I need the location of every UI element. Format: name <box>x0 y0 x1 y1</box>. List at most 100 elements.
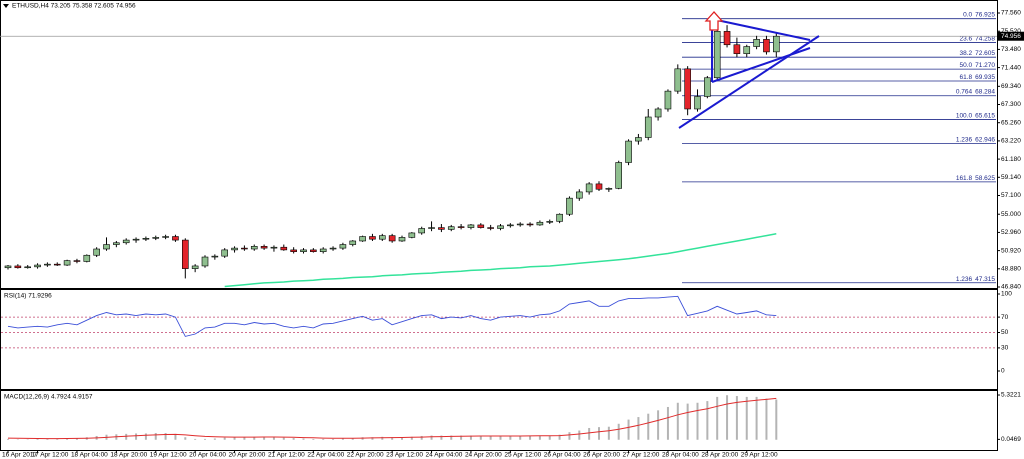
candle-body <box>556 213 563 222</box>
macd-bar <box>696 402 699 440</box>
fib-level-name: 161.8 <box>956 175 973 182</box>
macd-bar <box>381 436 384 440</box>
trend-line <box>678 35 820 129</box>
macd-bar <box>263 436 266 440</box>
macd-bar <box>519 435 522 440</box>
x-tick-label: 17 Apr 12:00 <box>32 452 69 459</box>
fib-level-name: 0.764 <box>956 88 973 95</box>
candle-body <box>487 227 494 229</box>
macd-bar <box>213 438 216 440</box>
macd-bar <box>243 437 246 440</box>
candle-body <box>625 140 632 163</box>
macd-bar <box>272 437 275 440</box>
candle-body <box>477 224 485 228</box>
candle-body <box>605 188 613 190</box>
symbol-menu-icon[interactable] <box>3 4 9 8</box>
last-price-label: 74.956 <box>1001 33 1021 40</box>
macd-bar <box>558 434 561 440</box>
candle-body <box>457 226 465 228</box>
fib-level-name: 38.2 <box>959 50 972 57</box>
candle-body <box>536 221 544 226</box>
signal-line <box>7 397 777 440</box>
y-tick-label: 65.260 <box>1001 119 1021 126</box>
macd-bar <box>341 438 344 440</box>
candle-body <box>704 77 711 97</box>
candle-body <box>753 39 760 47</box>
fib-level-price: 68.284 <box>975 88 995 95</box>
x-tick-label: 18 Apr 20:00 <box>110 452 147 459</box>
macd-bar <box>617 423 620 440</box>
y-tick-label: 59.140 <box>1001 174 1021 181</box>
candle-body <box>733 44 741 54</box>
candle-body <box>743 46 751 54</box>
macd-bar <box>607 426 610 440</box>
candle-body <box>73 260 81 262</box>
candle-body <box>763 39 770 53</box>
macd-bar <box>253 436 256 440</box>
candle-body <box>83 254 91 262</box>
macd-bar <box>666 406 669 440</box>
macd-bar <box>36 438 39 440</box>
macd-bar <box>686 403 689 440</box>
candle-body <box>152 237 160 239</box>
macd-bar <box>509 435 512 440</box>
rsi-panel <box>0 289 998 390</box>
moving-average-line <box>224 233 777 288</box>
macd-title: MACD(12,26,9) 4.7924 4.9157 <box>4 394 93 401</box>
macd-bar <box>726 395 729 440</box>
fib-level-price: 72.605 <box>975 50 995 57</box>
candle-body <box>408 232 416 238</box>
x-tick-label: 23 Apr 12:00 <box>386 452 423 459</box>
fib-level-name: 1.236 <box>956 136 973 143</box>
macd-bar <box>598 427 600 440</box>
macd-bar <box>292 438 295 440</box>
macd-bar <box>401 437 403 440</box>
candle-body <box>644 116 652 138</box>
macd-bar <box>75 438 78 440</box>
y-tick-label: 57.100 <box>1001 192 1021 199</box>
fib-level-label: 1.236 47.315 <box>956 275 996 282</box>
candle-body <box>694 96 701 110</box>
macd-bar <box>479 435 482 440</box>
x-tick-label: 20 Apr 04:00 <box>189 452 226 459</box>
candle-body <box>723 31 731 46</box>
candle-body <box>310 249 317 252</box>
plot-layer: 77.560 75.520 73.480 71.440 69.340 67.300 65.2… <box>0 10 1024 459</box>
candle-body <box>103 244 110 250</box>
candle-body <box>398 237 406 242</box>
triangle-upper-line <box>711 18 811 41</box>
candle-body <box>241 247 248 250</box>
candle-body <box>300 249 307 252</box>
macd-bar <box>7 438 9 440</box>
candle-body <box>260 246 268 249</box>
fib-level-price: 76.925 <box>975 11 995 18</box>
candle-body <box>684 68 691 110</box>
candle-body <box>63 260 71 266</box>
macd-bar <box>302 438 305 440</box>
candle-body <box>231 247 238 251</box>
candle-body <box>428 227 435 229</box>
candle-body <box>497 225 504 229</box>
candle-body <box>575 191 583 199</box>
fib-level-name: 1.236 <box>956 275 973 282</box>
macd-bar <box>657 410 660 440</box>
x-tick-label: 27 Apr 12:00 <box>623 452 660 459</box>
fib-level-label: 1.236 62.946 <box>956 136 996 143</box>
candle-body <box>349 240 357 245</box>
x-tick-label: 25 Apr 12:00 <box>504 452 541 459</box>
macd-bar <box>430 435 433 440</box>
macd-bar <box>144 433 147 440</box>
candle-body <box>24 266 32 269</box>
candle-body <box>713 31 721 79</box>
macd-bar <box>716 396 719 440</box>
x-tick-label: 29 Apr 12:00 <box>741 452 778 459</box>
candle-body <box>290 249 297 252</box>
rsi-title: RSI(14) 71.9296 <box>4 293 52 300</box>
fib-level-name: 61.8 <box>959 74 972 81</box>
candle-body <box>142 238 150 240</box>
macd-bar <box>706 401 709 440</box>
candle-body <box>378 235 386 240</box>
candle-body <box>585 183 593 193</box>
macd-bar <box>489 435 492 440</box>
macd-bar <box>164 433 167 440</box>
